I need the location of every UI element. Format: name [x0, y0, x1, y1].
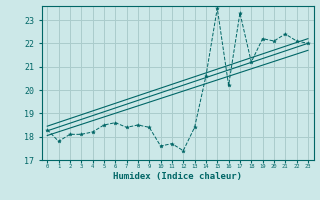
- X-axis label: Humidex (Indice chaleur): Humidex (Indice chaleur): [113, 172, 242, 181]
